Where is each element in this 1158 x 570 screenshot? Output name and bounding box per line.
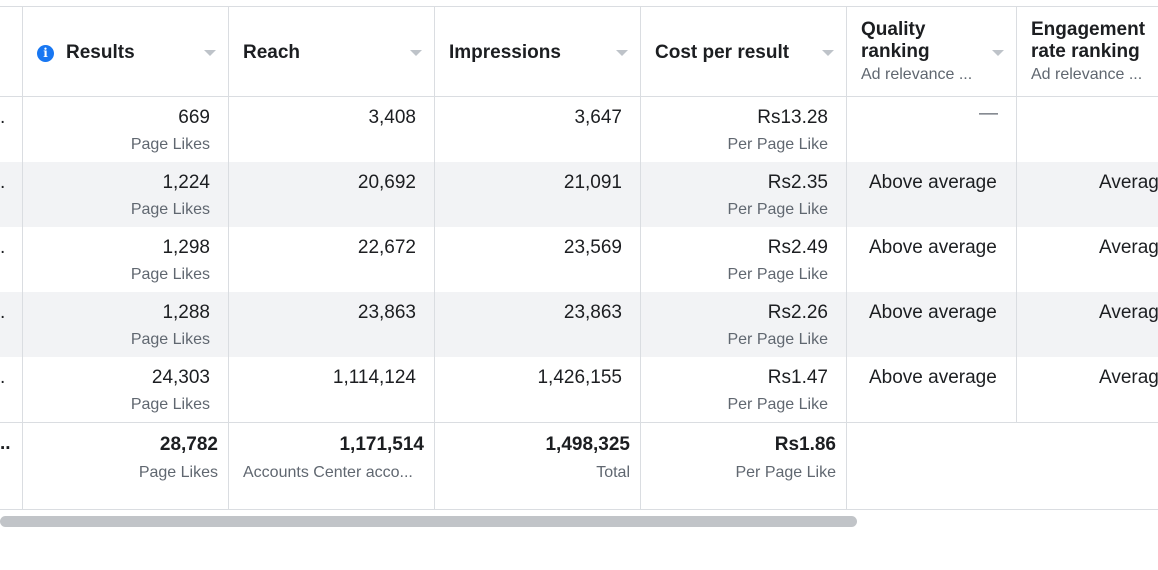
table-cell-cost: Rs2.49 Per Page Like (641, 227, 847, 292)
header-engagement-sub: Ad relevance ... (1031, 66, 1143, 83)
info-icon[interactable]: i (37, 44, 54, 62)
table-cell-results[interactable]: 1,298 Page Likes (23, 227, 229, 292)
sort-caret-icon[interactable] (410, 50, 422, 56)
row-marker: . (0, 292, 23, 357)
row-marker: . (0, 97, 23, 162)
table-cell-results[interactable]: 669 Page Likes (23, 97, 229, 162)
table-cell-results[interactable]: 24,303 Page Likes (23, 357, 229, 422)
table-cell-impressions: 23,863 (435, 292, 641, 357)
sort-caret-icon[interactable] (822, 50, 834, 56)
table-cell-reach: 22,672 (229, 227, 435, 292)
header-cost-label: Cost per result (655, 42, 790, 63)
table-cell-impressions: 3,647 (435, 97, 641, 162)
table-cell-engagement: Averag (1017, 162, 1158, 227)
table-cell-engagement: Averag (1017, 227, 1158, 292)
table-cell-engagement: — (1017, 97, 1158, 162)
table-cell-quality: Above average (847, 227, 1017, 292)
table-cell-reach: 23,863 (229, 292, 435, 357)
ads-table: i Results Reach Impressions Cost per res… (0, 6, 1158, 514)
totals-results: 28,782 Page Likes (23, 422, 229, 510)
row-marker: . (0, 357, 23, 422)
table-cell-quality: Above average (847, 162, 1017, 227)
sort-caret-icon[interactable] (992, 50, 1004, 56)
header-cost-per-result[interactable]: Cost per result (641, 6, 847, 97)
table-cell-reach: 3,408 (229, 97, 435, 162)
header-reach[interactable]: Reach (229, 6, 435, 97)
totals-engagement (1017, 422, 1158, 510)
header-reach-label: Reach (243, 42, 301, 63)
table-cell-quality: Above average (847, 357, 1017, 422)
table-cell-cost: Rs13.28 Per Page Like (641, 97, 847, 162)
row-marker: . (0, 227, 23, 292)
table-cell-reach: 20,692 (229, 162, 435, 227)
table-cell-results[interactable]: 1,288 Page Likes (23, 292, 229, 357)
header-engagement-ranking[interactable]: Engagement rate ranking Ad relevance ... (1017, 6, 1158, 97)
totals-reach: 1,171,514 Accounts Center acco... (229, 422, 435, 510)
horizontal-scrollbar[interactable] (0, 516, 857, 527)
table-cell-cost: Rs2.26 Per Page Like (641, 292, 847, 357)
row-marker: . (0, 162, 23, 227)
table-cell-impressions: 21,091 (435, 162, 641, 227)
table-cell-quality: — (847, 97, 1017, 162)
header-quality-line1: Quality (861, 19, 926, 40)
header-results[interactable]: i Results (23, 6, 229, 97)
header-quality-line2: ranking (861, 41, 930, 62)
header-engagement-line2: rate ranking (1031, 41, 1140, 62)
totals-quality (847, 422, 1017, 510)
table-grid: i Results Reach Impressions Cost per res… (0, 6, 1158, 510)
table-cell-engagement: Averag (1017, 357, 1158, 422)
table-cell-reach: 1,114,124 (229, 357, 435, 422)
sort-caret-icon[interactable] (616, 50, 628, 56)
totals-cost: Rs1.86 Per Page Like (641, 422, 847, 510)
sort-caret-icon[interactable] (204, 50, 216, 56)
header-impressions[interactable]: Impressions (435, 6, 641, 97)
header-quality-ranking[interactable]: Quality ranking Ad relevance ... (847, 6, 1017, 97)
totals-marker: .. (0, 422, 23, 510)
totals-impressions: 1,498,325 Total (435, 422, 641, 510)
header-results-label: Results (66, 42, 135, 63)
table-cell-cost: Rs2.35 Per Page Like (641, 162, 847, 227)
table-cell-quality: Above average (847, 292, 1017, 357)
table-cell-impressions: 23,569 (435, 227, 641, 292)
header-checkbox-col (0, 6, 23, 97)
table-cell-cost: Rs1.47 Per Page Like (641, 357, 847, 422)
table-cell-impressions: 1,426,155 (435, 357, 641, 422)
header-quality-sub: Ad relevance ... (861, 66, 973, 83)
table-cell-engagement: Averag (1017, 292, 1158, 357)
header-engagement-line1: Engagement (1031, 19, 1146, 40)
header-impressions-label: Impressions (449, 42, 561, 63)
table-cell-results[interactable]: 1,224 Page Likes (23, 162, 229, 227)
